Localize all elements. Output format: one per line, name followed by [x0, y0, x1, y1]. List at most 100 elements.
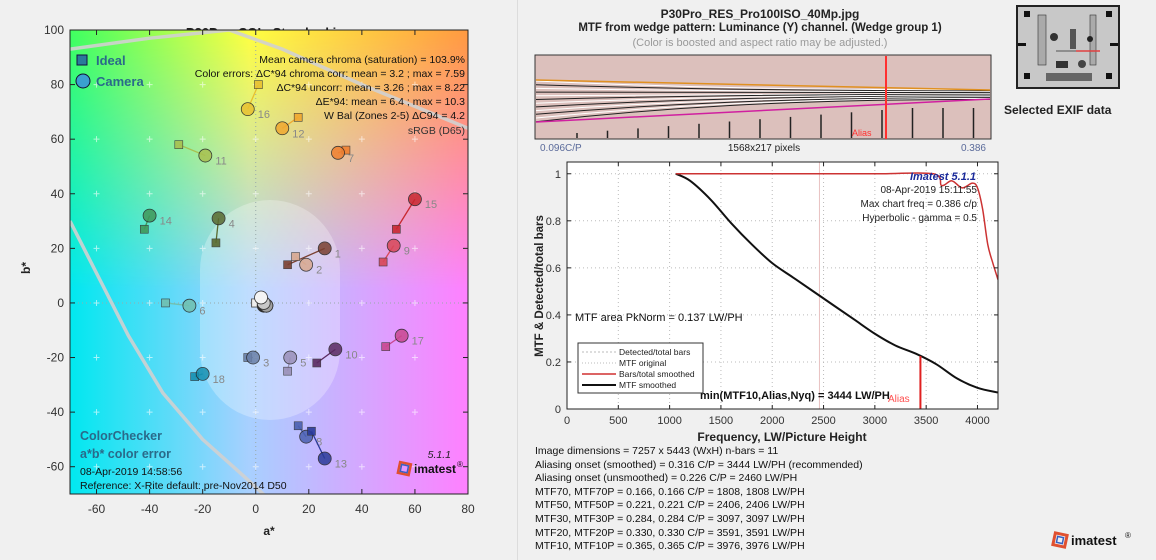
wedge-line — [535, 95, 991, 108]
grid-cross — [411, 299, 418, 306]
camera-circle-2 — [299, 257, 314, 272]
mtf-y-tick-label: 0.2 — [546, 357, 561, 369]
footer-reg: ® — [1125, 531, 1131, 540]
camera-circle-17 — [394, 328, 409, 343]
camera-circle-18 — [195, 367, 210, 381]
patch-label-13: 13 — [335, 459, 347, 471]
grid-cross — [411, 245, 418, 252]
mtf-legend: Detected/total bars MTF original Bars/to… — [577, 342, 704, 394]
y-tick-label: -40 — [47, 405, 65, 419]
grid-cross — [358, 136, 365, 143]
ideal-square-11 — [174, 140, 184, 149]
camera-circle-14 — [142, 208, 157, 223]
mtf-x-tick-label: 2500 — [811, 415, 835, 427]
ideal-square-5 — [283, 366, 292, 376]
patch-label-17: 17 — [412, 336, 424, 348]
x-axis-label: a* — [263, 524, 275, 538]
grid-cross — [93, 463, 100, 470]
y-tick-label: -20 — [47, 351, 65, 365]
ideal-square-8 — [293, 421, 303, 431]
reference-text: Reference: X-Rite default: pre-Nov2014 D… — [80, 480, 287, 492]
grid-cross — [358, 463, 365, 470]
wedge-alias-label: Alias — [852, 128, 872, 138]
x-tick-label: 40 — [355, 502, 369, 516]
patch-label-15: 15 — [425, 199, 437, 211]
mean-chroma-text: Mean camera chroma (saturation) = 103.9% — [259, 54, 465, 66]
x-tick-label: -60 — [88, 502, 106, 516]
x-tick-label: 0 — [252, 502, 259, 516]
ideal-square-17 — [381, 342, 391, 351]
x-tick-label: -40 — [141, 502, 159, 516]
hyperbolic-gamma: Hyperbolic - gamma = 0.5 — [862, 213, 977, 224]
grid-cross — [305, 463, 312, 470]
ideal-square-12 — [293, 113, 303, 122]
mtf-y-tick-label: 0 — [555, 404, 561, 416]
imatest-logo-icon — [396, 460, 413, 477]
result-line: MTF50, MTF50P = 0.221, 0.221 C/P = 2406,… — [535, 499, 805, 512]
grid-cross — [358, 245, 365, 252]
plot-frame — [69, 29, 469, 495]
grid-cross — [93, 81, 100, 88]
wedge-line — [535, 98, 991, 119]
color-space-text: sRGB (D65) — [408, 125, 465, 137]
ideal-square-10 — [312, 358, 322, 368]
grid-cross — [146, 299, 153, 306]
wedge-line — [535, 93, 991, 100]
grid-cross — [146, 245, 153, 252]
grid-cross — [252, 136, 259, 143]
wedge-line — [535, 98, 991, 123]
patch-label-11: 11 — [215, 156, 226, 168]
grid-cross — [358, 299, 365, 306]
legend-ideal-marker — [76, 54, 88, 66]
grid-cross — [411, 354, 418, 361]
ideal-square-9 — [378, 257, 388, 267]
legend-camera-label: Camera — [96, 74, 144, 89]
result-line: MTF10, MTF10P = 0.365, 0.365 C/P = 3976,… — [535, 540, 805, 553]
ideal-square-1 — [283, 260, 292, 270]
patch-label-14: 14 — [160, 216, 172, 228]
grid-cross — [199, 409, 206, 416]
ideal-square-15 — [392, 224, 401, 234]
wedge-strip: Alias 0.096C/P 1568x217 pixels 0.386 — [534, 54, 992, 154]
patch-label-3: 3 — [263, 358, 269, 370]
grid-cross — [199, 190, 206, 197]
mtf-x-tick-label: 500 — [609, 415, 627, 427]
colorchecker-label: ColorChecker — [80, 429, 162, 443]
neutral-camera-circle — [254, 290, 268, 305]
ideal-square-2 — [291, 252, 300, 261]
wedge-line — [535, 96, 991, 112]
result-line: Image dimensions = 7257 x 5443 (WxH) n-b… — [535, 445, 779, 457]
patch-label-6: 6 — [199, 306, 205, 318]
camera-circle-7 — [331, 145, 345, 160]
patch-label-10: 10 — [345, 349, 357, 361]
grid-cross — [411, 409, 418, 416]
result-line: MTF20, MTF20P = 0.330, 0.330 C/P = 3591,… — [535, 526, 805, 539]
grid-cross — [358, 409, 365, 416]
camera-circle-1 — [317, 241, 332, 256]
y-tick-label: -60 — [47, 460, 65, 474]
ab-error-label: a*b* color error — [80, 447, 171, 461]
patch-label-7: 7 — [348, 153, 354, 165]
result-line: MTF30, MTF30P = 0.284, 0.284 C/P = 3097,… — [535, 512, 805, 525]
legend-mtf-smoothed: MTF smoothed — [619, 380, 676, 390]
grid-cross — [93, 136, 100, 143]
patch-label-2: 2 — [316, 265, 322, 277]
panel-divider — [517, 0, 518, 560]
grid-cross — [93, 409, 100, 416]
ideal-square-4 — [211, 238, 221, 248]
x-tick-label: -20 — [194, 502, 212, 516]
result-line: Aliasing onset (smoothed) = 0.316 C/P = … — [535, 458, 863, 471]
y-tick-label: 40 — [51, 187, 65, 201]
grid-cross — [146, 136, 153, 143]
patch-label-5: 5 — [300, 358, 306, 370]
chart-thumbnail[interactable] — [1016, 5, 1120, 89]
chart-date: 08-Apr-2019 14:58:56 — [80, 466, 182, 478]
wedge-line — [535, 84, 991, 92]
grid-cross — [305, 245, 312, 252]
grid-cross — [199, 299, 206, 306]
camera-circle-9 — [386, 238, 401, 253]
camera-circle-15 — [408, 192, 422, 207]
grid-cross — [199, 463, 206, 470]
min-mtf-text: min(MTF10,Alias,Nyq) = 3444 LW/PH — [700, 390, 890, 402]
